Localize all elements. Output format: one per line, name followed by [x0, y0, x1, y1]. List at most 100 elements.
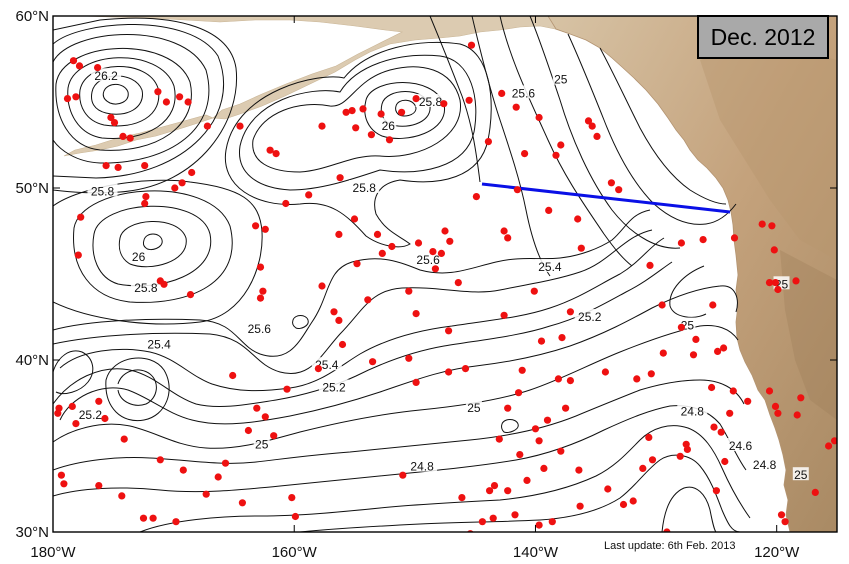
contour-label-halo — [792, 467, 809, 481]
argo-float-marker — [730, 234, 739, 242]
argo-float-marker — [342, 108, 350, 116]
last-update-note: Last update: 6th Feb. 2013 — [604, 540, 736, 552]
argo-float-marker — [282, 199, 290, 208]
argo-float-marker — [552, 151, 560, 159]
contour-label: 25.6 — [512, 86, 536, 100]
argo-float-marker — [398, 108, 406, 116]
argo-float-marker — [288, 494, 296, 502]
contour-line — [67, 57, 176, 140]
argo-float-marker — [646, 261, 654, 269]
argo-float-marker — [771, 279, 780, 287]
argo-float-marker — [454, 279, 462, 287]
argo-float-marker — [72, 420, 80, 428]
argo-float-marker — [545, 206, 553, 214]
contour-label-halo — [144, 336, 175, 350]
contour-line — [117, 369, 157, 406]
argo-float-marker — [478, 518, 486, 526]
contour-label: 25 — [554, 73, 568, 87]
argo-float-marker — [588, 122, 596, 130]
argo-float-marker — [744, 397, 752, 405]
date-label-box: Dec. 2012 — [697, 15, 829, 59]
argo-float-marker — [305, 191, 313, 199]
argo-float-marker — [318, 122, 326, 130]
contour-label-halo — [349, 180, 380, 193]
density-contours — [53, 16, 751, 532]
contour-label: 26.2 — [94, 69, 118, 83]
argo-float-marker — [472, 193, 480, 201]
argo-float-marker — [607, 179, 616, 187]
argo-float-marker — [367, 131, 375, 139]
contour-label: 24.8 — [681, 405, 705, 419]
argo-float-marker — [765, 387, 774, 395]
argo-float-marker — [95, 482, 103, 490]
contour-label: 25 — [467, 401, 481, 415]
contour-label-halo — [534, 259, 565, 273]
argo-float-marker — [500, 311, 508, 319]
argo-float-marker — [214, 473, 222, 481]
contour-label: 25.8 — [91, 184, 115, 198]
argo-float-marker — [458, 494, 466, 502]
argo-float-marker — [270, 432, 278, 440]
contour-label-halo — [413, 252, 444, 266]
contour-line — [239, 54, 477, 191]
argo-float-markers — [54, 41, 837, 532]
argo-float-marker — [378, 249, 386, 257]
argo-float-marker — [489, 514, 497, 522]
contour-line — [661, 486, 717, 532]
argo-float-marker — [511, 511, 519, 519]
argo-float-marker — [584, 117, 593, 125]
contour-label-halo — [380, 118, 397, 132]
argo-float-marker — [729, 387, 737, 395]
argo-float-marker — [566, 377, 575, 385]
argo-float-marker — [576, 502, 584, 510]
argo-float-marker — [768, 222, 776, 230]
argo-float-marker — [120, 435, 128, 443]
argo-float-marker — [139, 514, 148, 522]
argo-float-marker — [178, 179, 186, 187]
argo-float-marker — [184, 98, 192, 106]
contour-line — [73, 190, 233, 303]
y-tick-label: 50°N — [15, 180, 49, 197]
argo-float-marker — [831, 437, 837, 445]
contour-line — [105, 357, 170, 422]
argo-float-marker — [369, 358, 377, 366]
argo-float-marker — [647, 370, 655, 378]
argo-float-marker — [57, 471, 65, 479]
argo-float-marker — [486, 487, 494, 495]
contour-label-halo — [91, 68, 122, 82]
argo-float-marker — [102, 162, 110, 170]
contour-line — [53, 350, 94, 395]
argo-float-marker — [710, 423, 718, 431]
argo-float-marker — [566, 308, 575, 316]
contour-line — [292, 315, 309, 329]
x-tick-label: 120°W — [754, 544, 800, 561]
argo-float-marker — [373, 230, 382, 238]
contour-line — [53, 229, 653, 374]
argo-float-marker — [405, 354, 413, 362]
argo-float-marker — [543, 416, 552, 424]
argo-float-marker — [359, 105, 367, 113]
argo-float-marker — [574, 215, 582, 223]
argo-float-marker — [252, 222, 260, 230]
argo-float-marker — [154, 88, 162, 96]
argo-float-marker — [141, 199, 149, 208]
argo-float-marker — [94, 64, 102, 72]
argo-float-marker — [504, 404, 512, 412]
argo-float-marker — [663, 528, 671, 532]
contour-label: 24.8 — [753, 458, 777, 472]
argo-float-marker — [176, 93, 184, 101]
contour-line — [499, 16, 633, 267]
argo-float-marker — [162, 98, 170, 106]
contour-line — [501, 419, 519, 433]
argo-float-marker — [429, 248, 437, 256]
argo-float-marker — [535, 113, 543, 122]
contour-line — [92, 205, 212, 287]
argo-float-marker — [537, 337, 546, 345]
argo-float-marker — [441, 227, 449, 235]
contour-label: 26 — [382, 119, 396, 133]
date-label: Dec. 2012 — [710, 23, 816, 50]
contour-label-halo — [508, 85, 539, 99]
argo-float-marker — [645, 433, 653, 441]
argo-float-marker — [504, 234, 512, 242]
contour-line — [53, 325, 739, 449]
